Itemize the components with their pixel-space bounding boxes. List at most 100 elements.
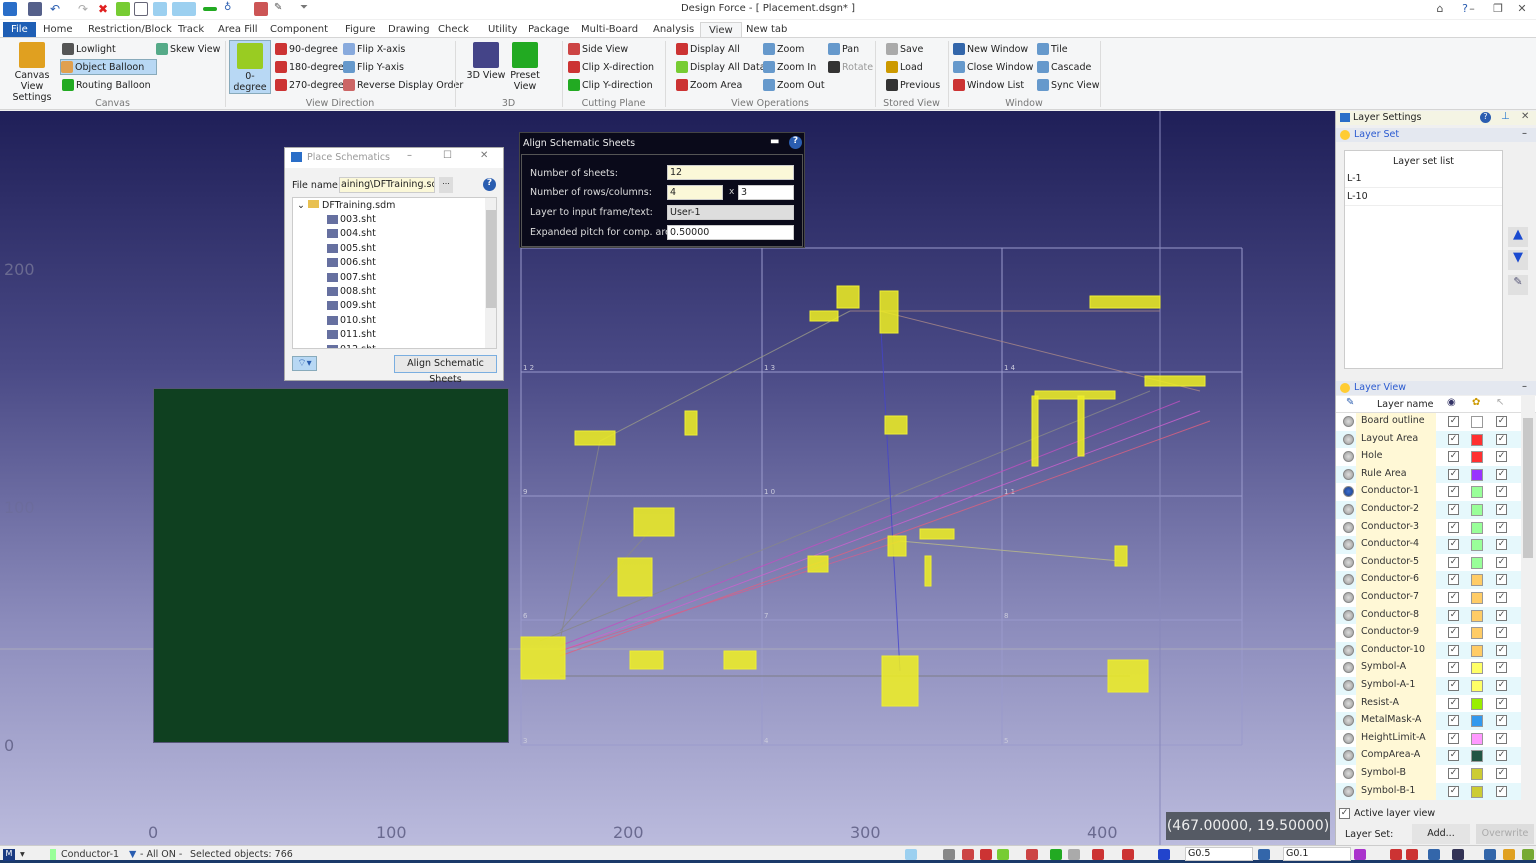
minimize-button[interactable]: – — [1469, 2, 1475, 15]
layer-row[interactable]: Conductor-7 ✓ ✓ — [1336, 589, 1521, 607]
tree-item-sheet[interactable]: 011.sht — [327, 329, 376, 340]
minimize-button[interactable]: – — [407, 150, 412, 161]
layer-set-item[interactable]: L-10 — [1345, 188, 1502, 206]
overwrite-button[interactable]: Overwrite — [1476, 824, 1534, 844]
active-layer-radio[interactable] — [1343, 539, 1354, 551]
active-layer-radio[interactable] — [1343, 556, 1354, 568]
selectable-checkbox[interactable]: ✓ — [1496, 750, 1507, 762]
visibility-checkbox[interactable]: ✓ — [1448, 486, 1459, 498]
ribbon-button-180-degree[interactable]: 180-degree — [275, 59, 344, 75]
ribbon-button-zoom-out[interactable]: Zoom Out — [763, 77, 825, 93]
layer-set-item[interactable]: L-1 — [1345, 170, 1502, 188]
selectable-checkbox[interactable]: ✓ — [1496, 785, 1507, 797]
routing-icon[interactable] — [153, 2, 167, 16]
active-layer-radio[interactable] — [1343, 785, 1354, 797]
layer-row[interactable]: Layout Area ✓ ✓ — [1336, 430, 1521, 449]
layer-row[interactable]: Symbol-B ✓ ✓ — [1336, 765, 1521, 783]
selectable-checkbox[interactable]: ✓ — [1496, 539, 1507, 551]
layer-settings-icon[interactable] — [1503, 849, 1515, 860]
ribbon-button-sync-view[interactable]: Sync View — [1037, 77, 1099, 93]
tab-drawing[interactable]: Drawing — [388, 24, 430, 35]
tab-restriction-block[interactable]: Restriction/Block — [88, 24, 172, 35]
layer-row[interactable]: Resist-A ✓ ✓ — [1336, 694, 1521, 713]
selectable-checkbox[interactable]: ✓ — [1496, 433, 1507, 445]
tree-item-sheet[interactable]: 012.sht — [327, 344, 376, 348]
selectable-checkbox[interactable]: ✓ — [1496, 609, 1507, 621]
browse-button[interactable]: ... — [439, 177, 453, 193]
expand-icon[interactable]: ⌄ — [297, 200, 308, 211]
tab-track[interactable]: Track — [178, 24, 205, 35]
columns-stepper[interactable]: 3 — [738, 185, 794, 200]
report-icon[interactable] — [254, 2, 268, 16]
selectable-checkbox[interactable]: ✓ — [1496, 451, 1507, 463]
restore-button[interactable]: ❐ — [1493, 2, 1503, 15]
undo-icon[interactable]: ↶ — [50, 2, 61, 16]
ribbon-button-save[interactable]: Save — [886, 41, 923, 57]
selectable-checkbox[interactable]: ✓ — [1496, 521, 1507, 533]
visibility-checkbox[interactable]: ✓ — [1448, 785, 1459, 797]
active-layer-view-checkbox[interactable]: ✓ — [1339, 808, 1350, 819]
selectable-checkbox[interactable]: ✓ — [1496, 574, 1507, 586]
routing-balloon-icon[interactable] — [203, 7, 217, 11]
close-button[interactable]: ✕ — [480, 150, 489, 161]
layer-row[interactable]: Conductor-2 ✓ ✓ — [1336, 501, 1521, 519]
visibility-checkbox[interactable]: ✓ — [1448, 521, 1459, 533]
ribbon-button-display-all-data[interactable]: Display All Data — [676, 59, 766, 75]
selectable-checkbox[interactable]: ✓ — [1496, 732, 1507, 744]
grid-select-2[interactable]: G0.1 — [1283, 847, 1351, 861]
tab-area-fill[interactable]: Area Fill — [218, 24, 258, 35]
layer-color-swatch[interactable] — [1471, 662, 1483, 675]
close-button[interactable]: ✕ — [1517, 2, 1527, 15]
shape-icon[interactable] — [1484, 849, 1496, 860]
probe-icon[interactable]: ♁ — [224, 2, 232, 13]
mode-icon[interactable]: M — [3, 849, 15, 861]
help-icon[interactable]: ? — [789, 136, 802, 149]
align-schematic-sheets-button[interactable]: Align Schematic Sheets — [394, 355, 497, 385]
ribbon-button-flip-y-axis[interactable]: Flip Y-axis — [343, 59, 404, 75]
pitch-field[interactable]: 0.50000 — [667, 225, 794, 240]
tab-component[interactable]: Component — [270, 24, 329, 35]
ribbon-button-pan[interactable]: Pan — [828, 41, 859, 57]
dialog-titlebar[interactable]: Place Schematics – ☐ ✕ — [285, 148, 503, 168]
rows-field[interactable]: 4 — [667, 185, 723, 200]
visibility-checkbox[interactable]: ✓ — [1448, 539, 1459, 551]
layer-color-swatch[interactable] — [1471, 451, 1483, 464]
layer-color-swatch[interactable] — [1471, 416, 1483, 428]
ribbon-button-cascade[interactable]: Cascade — [1037, 59, 1091, 75]
ribbon-button-skew-view[interactable]: Skew View — [156, 41, 220, 57]
sheets-field[interactable]: 12 — [667, 165, 794, 180]
minimize-button[interactable]: ▬ — [770, 136, 780, 147]
ribbon-button-load[interactable]: Load — [886, 59, 923, 75]
chip-icon[interactable] — [1406, 849, 1418, 860]
tab-file[interactable]: File — [3, 22, 36, 38]
visibility-checkbox[interactable]: ✓ — [1448, 662, 1459, 674]
length-icon[interactable] — [1158, 849, 1170, 860]
layer-row[interactable]: Conductor-8 ✓ ✓ — [1336, 606, 1521, 625]
tree-item-sheet[interactable]: 009.sht — [327, 300, 376, 311]
layer-row[interactable]: HeightLimit-A ✓ ✓ — [1336, 729, 1521, 748]
active-layer-radio[interactable] — [1343, 768, 1354, 779]
save-icon[interactable] — [28, 2, 42, 16]
selectable-checkbox[interactable]: ✓ — [1496, 768, 1507, 779]
visibility-checkbox[interactable]: ✓ — [1448, 697, 1459, 709]
help-icon[interactable]: ? — [1462, 2, 1468, 15]
active-layer-radio[interactable] — [1343, 451, 1354, 463]
active-layer-radio[interactable] — [1343, 521, 1354, 533]
selectable-checkbox[interactable]: ✓ — [1496, 592, 1507, 603]
ribbon-button-0-degree[interactable]: 0-degree — [229, 40, 271, 94]
layer-color-swatch[interactable] — [1471, 627, 1483, 640]
visibility-checkbox[interactable]: ✓ — [1448, 468, 1459, 480]
ribbon-button-rotate[interactable]: Rotate — [828, 59, 873, 75]
layer-color-swatch[interactable] — [1471, 486, 1483, 499]
layer-color-swatch[interactable] — [1471, 680, 1483, 692]
drc-check-icon[interactable] — [1092, 849, 1104, 860]
ribbon-button-270-degree[interactable]: 270-degree — [275, 77, 344, 93]
layer-row[interactable]: Conductor-3 ✓ ✓ — [1336, 518, 1521, 537]
ribbon-up-icon[interactable]: ⌂ — [1436, 2, 1444, 15]
board-area[interactable] — [153, 388, 509, 743]
panel-icon[interactable] — [1522, 849, 1534, 860]
layer-color-swatch[interactable] — [1471, 468, 1483, 481]
layer-row[interactable]: Conductor-9 ✓ ✓ — [1336, 624, 1521, 642]
layer-row[interactable]: Conductor-1 ✓ ✓ — [1336, 483, 1521, 501]
file-name-field[interactable]: aining\DFTraining.sdm — [339, 177, 435, 193]
